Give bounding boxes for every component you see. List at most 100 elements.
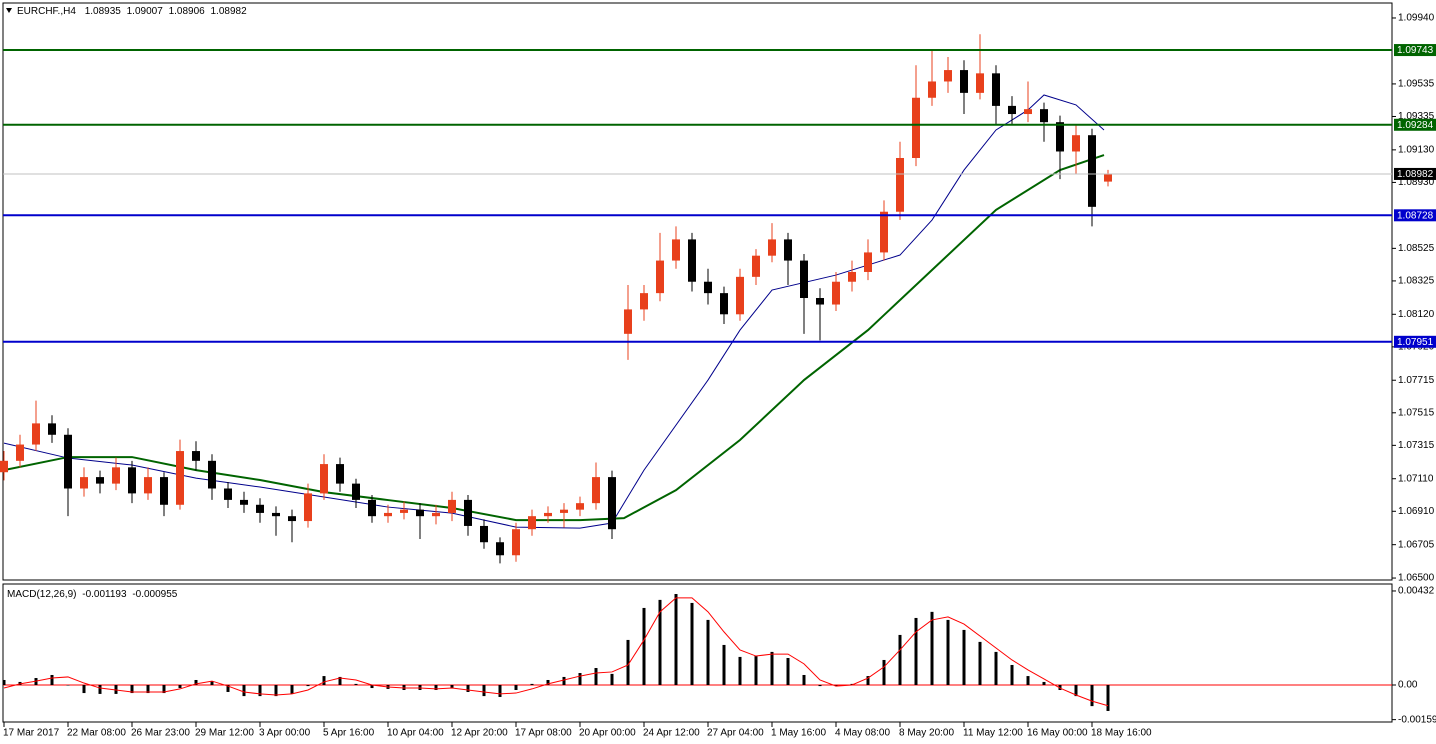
collapse-icon[interactable] <box>6 8 12 13</box>
candle-body <box>224 488 232 500</box>
macd-bar <box>50 674 54 685</box>
candle-body <box>1072 135 1080 152</box>
macd-bar <box>690 602 694 685</box>
candle-body <box>464 499 472 526</box>
macd-bar <box>802 674 806 685</box>
macd-bar <box>914 617 918 685</box>
candle-body <box>928 81 936 98</box>
y-tick-label: 1.06500 <box>1398 573 1435 584</box>
level-label: 1.08728 <box>1397 210 1434 221</box>
candle-body <box>64 434 72 489</box>
candle-body <box>336 464 344 484</box>
level-label-box <box>1394 118 1436 131</box>
y-tick-label: 0.00432 <box>1398 586 1435 597</box>
header: EURCHF.,H4 1.08935 1.09007 1.08906 1.089… <box>17 6 247 17</box>
candle-body <box>752 255 760 277</box>
candle-body <box>624 309 632 334</box>
candle-body <box>480 525 488 543</box>
macd-bar <box>1010 664 1014 685</box>
candle-body <box>320 464 328 494</box>
candle-body <box>592 477 600 504</box>
level-label-box <box>1394 209 1436 222</box>
macd-bar <box>178 684 182 689</box>
candle-body <box>672 239 680 261</box>
level-label-box <box>1394 335 1436 348</box>
y-tick-label: 0.00 <box>1398 680 1418 691</box>
macd-bar <box>658 599 662 685</box>
candle-body <box>144 477 152 494</box>
candle-body <box>864 252 872 272</box>
candle-body <box>832 281 840 305</box>
macd-bar <box>930 611 934 685</box>
candle-body <box>400 509 408 513</box>
candle-body <box>32 423 40 445</box>
candle-body <box>80 477 88 489</box>
macd-bar <box>242 684 246 697</box>
macd-bar <box>194 679 198 685</box>
candle-body <box>736 276 744 315</box>
macd-value: -0.001193 <box>82 589 127 600</box>
y-tick-label: 1.06705 <box>1398 539 1435 550</box>
macd-bar <box>722 644 726 685</box>
candle-body <box>944 70 952 82</box>
candle-body <box>352 483 360 500</box>
x-tick-label: 26 Mar 23:00 <box>131 728 190 739</box>
candle-body <box>976 73 984 93</box>
x-tick-label: 24 Apr 12:00 <box>643 728 700 739</box>
x-tick-label: 29 Mar 12:00 <box>195 728 254 739</box>
bid-label: 1.08982 <box>1397 169 1434 180</box>
macd-bar <box>146 684 150 694</box>
candle-body <box>192 451 200 461</box>
candle-body <box>800 260 808 299</box>
macd-bar <box>210 681 214 685</box>
candle-body <box>704 281 712 294</box>
candle-body <box>128 467 136 494</box>
signal-value: -0.000955 <box>132 589 177 600</box>
y-tick-label: 1.08120 <box>1398 309 1435 320</box>
macd-bar <box>274 684 278 697</box>
x-tick-label: 3 Apr 00:00 <box>259 728 311 739</box>
candle-body <box>848 271 856 282</box>
macd-bar <box>594 668 598 685</box>
macd-bar <box>290 684 294 694</box>
macd-bar <box>882 659 886 685</box>
candle-body <box>1040 109 1048 123</box>
symbol: EURCHF.,H4 <box>17 6 76 17</box>
x-tick-label: 11 May 12:00 <box>963 728 1023 739</box>
macd-bar <box>642 607 646 685</box>
y-tick-label: 1.09130 <box>1398 144 1435 155</box>
x-tick-label: 1 May 16:00 <box>771 728 826 739</box>
macd-bar <box>674 594 678 685</box>
macd-bar <box>466 684 470 692</box>
macd-bar <box>306 684 310 687</box>
macd-bar <box>946 619 950 685</box>
macd-bar <box>546 679 550 685</box>
level-label: 1.09284 <box>1397 120 1434 131</box>
x-tick-label: 5 Apr 16:00 <box>323 728 375 739</box>
candle-body <box>512 529 520 556</box>
candle-body <box>16 444 24 461</box>
candle-body <box>96 477 104 484</box>
y-tick-label: 1.07515 <box>1398 407 1435 418</box>
y-tick-label: -0.001591 <box>1398 714 1436 725</box>
candle-body <box>912 97 920 158</box>
candle-body <box>160 477 168 505</box>
x-tick-label: 20 Apr 00:00 <box>579 728 636 739</box>
main-panel <box>2 2 1393 581</box>
macd-bar <box>738 656 742 685</box>
macd-bar <box>578 673 582 685</box>
candle-body <box>576 503 584 510</box>
candle-body <box>176 451 184 505</box>
macd-bar <box>610 673 614 685</box>
candle-body <box>304 493 312 522</box>
y-tick-label: 1.09335 <box>1398 111 1435 122</box>
candle-body <box>1024 109 1032 115</box>
candle-body <box>432 512 440 517</box>
macd-bar <box>1026 676 1030 685</box>
macd-bar <box>418 684 422 691</box>
candle-body <box>112 467 120 484</box>
candle-body <box>416 509 424 517</box>
